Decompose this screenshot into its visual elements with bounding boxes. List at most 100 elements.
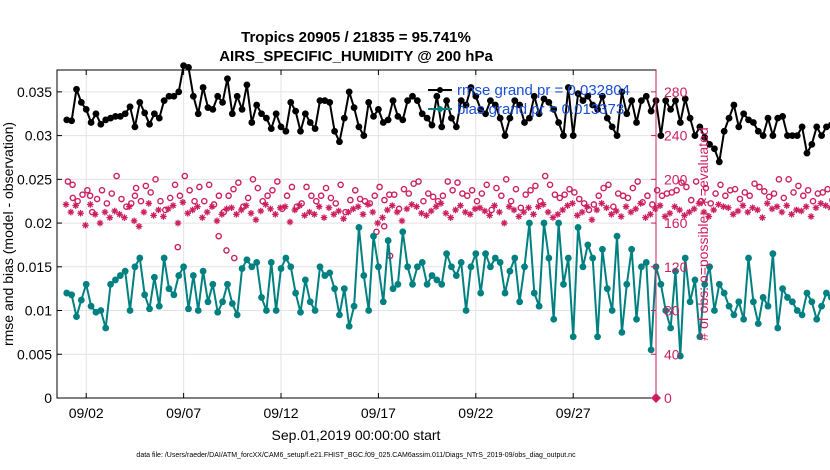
obs-evaluated-point xyxy=(798,207,805,215)
bias-point xyxy=(482,250,489,258)
obs-possible-point xyxy=(799,192,807,200)
obs-possible-point xyxy=(527,186,534,194)
obs-evaluated-point xyxy=(184,209,192,217)
obs-evaluated-point xyxy=(199,214,206,221)
obs-possible-point xyxy=(683,183,690,191)
obs-evaluated-point xyxy=(461,208,469,216)
bias-point xyxy=(730,311,738,319)
bias-point xyxy=(681,254,689,262)
obs-evaluated-point xyxy=(500,219,508,227)
bias-point xyxy=(662,307,670,314)
bias-point xyxy=(375,263,382,271)
bias-point xyxy=(379,298,387,306)
obs-possible-point xyxy=(575,195,583,203)
rmse-point xyxy=(160,97,168,105)
obs-evaluated-point xyxy=(364,201,372,208)
bias-point xyxy=(827,294,830,301)
bias-point xyxy=(618,329,626,336)
obs-evaluated-point xyxy=(150,212,157,219)
rmse-point xyxy=(667,105,675,113)
obs-evaluated-point xyxy=(491,202,498,209)
obs-possible-point xyxy=(712,190,719,197)
obs-evaluated-point xyxy=(77,209,84,217)
bias-point xyxy=(808,298,816,306)
obs-evaluated-point xyxy=(237,206,245,214)
rmse-point xyxy=(487,97,494,105)
obs-possible-point xyxy=(809,197,817,205)
obs-evaluated-point xyxy=(272,211,279,218)
bias-point xyxy=(599,245,606,253)
bias-point xyxy=(462,307,470,314)
obs-evaluated-point xyxy=(715,201,722,208)
rmse-point xyxy=(82,105,90,113)
rmse-point xyxy=(126,103,134,111)
rmse-point xyxy=(413,97,421,105)
rmse-point xyxy=(691,132,699,140)
bias-point xyxy=(243,256,251,264)
rmse-point xyxy=(594,105,601,113)
bias-point xyxy=(608,307,616,314)
bias-point xyxy=(628,245,636,253)
obs-possible-point xyxy=(308,192,315,200)
obs-evaluated-point xyxy=(247,209,255,217)
obs-evaluated-point xyxy=(223,205,230,213)
obs-evaluated-point xyxy=(130,217,138,225)
rmse-point xyxy=(798,123,806,131)
rmse-point xyxy=(433,92,441,100)
obs-possible-point xyxy=(371,192,379,200)
obs-evaluated-point xyxy=(379,214,386,221)
bias-point xyxy=(749,298,757,306)
obs-possible-point xyxy=(653,186,661,194)
rmse-point xyxy=(326,98,334,106)
obs-evaluated-point xyxy=(116,211,123,218)
obs-evaluated-point xyxy=(423,212,430,219)
bias-point xyxy=(594,333,601,341)
obs-evaluated-point xyxy=(320,214,328,221)
bias-point xyxy=(818,302,825,310)
bias-point xyxy=(389,285,397,293)
obs-evaluated-point xyxy=(544,208,552,216)
obs-possible-point xyxy=(332,200,340,207)
bias-point xyxy=(248,263,256,271)
obs-possible-point xyxy=(761,188,768,195)
rmse-point xyxy=(136,98,144,106)
obs-evaluated-point xyxy=(457,202,464,209)
obs-possible-point xyxy=(687,196,695,204)
y-left-tick-label: 0.015 xyxy=(17,259,52,275)
bias-point xyxy=(306,298,314,306)
obs-possible-point xyxy=(157,197,164,205)
bias-point xyxy=(491,254,499,262)
obs-possible-point xyxy=(415,178,422,185)
obs-possible-point xyxy=(86,192,94,200)
obs-evaluated-point xyxy=(432,203,440,210)
obs-evaluated-point xyxy=(101,208,109,216)
obs-possible-point xyxy=(595,192,603,200)
rmse-point xyxy=(345,88,353,96)
obs-evaluated-point xyxy=(734,207,742,215)
bias-point xyxy=(764,302,772,310)
obs-possible-point xyxy=(269,186,276,194)
bias-point xyxy=(267,259,275,266)
bias-point xyxy=(793,307,801,314)
bias-point xyxy=(535,302,543,310)
rmse-point xyxy=(672,97,679,105)
obs-evaluated-point xyxy=(656,202,664,209)
obs-possible-point xyxy=(176,192,184,200)
obs-possible-point xyxy=(223,247,230,254)
rmse-point xyxy=(141,109,149,117)
bias-point xyxy=(102,324,110,332)
obs-evaluated-point xyxy=(155,206,162,214)
obs-possible-point xyxy=(468,186,476,194)
obs-evaluated-point xyxy=(705,213,713,220)
obs-evaluated-point xyxy=(82,221,89,229)
obs-possible-point xyxy=(590,201,598,208)
rmse-point xyxy=(477,105,485,113)
obs-possible-point xyxy=(380,223,388,230)
y-right-tick-label: 240 xyxy=(664,128,688,144)
obs-evaluated-point xyxy=(427,207,435,215)
bias-point xyxy=(160,254,168,262)
obs-evaluated-point xyxy=(778,208,786,216)
x-axis: 09/02 09/07 09/12 09/17 09/22 09/27 xyxy=(69,70,591,421)
obs-evaluated-point xyxy=(637,200,644,207)
rmse-point xyxy=(535,110,543,118)
